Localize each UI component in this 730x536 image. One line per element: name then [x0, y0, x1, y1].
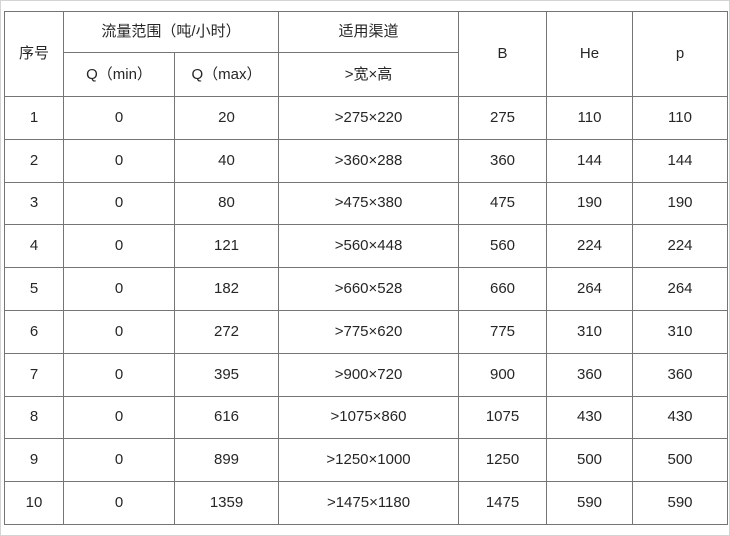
cell-q-min: 0: [63, 309, 175, 354]
cell-b: 475: [458, 181, 548, 226]
cell-q-max: 395: [173, 352, 280, 397]
cell-q-min: 0: [63, 181, 175, 226]
flow-spec-table: 序号 流量范围（吨/小时） 适用渠道 B He p Q（min） Q（max） …: [4, 11, 729, 525]
cell-q-max: 272: [173, 309, 280, 354]
cell-seq: 7: [4, 352, 64, 397]
cell-q-max: 1359: [173, 481, 280, 525]
cell-q-max: 20: [173, 96, 280, 140]
cell-b: 360: [458, 138, 548, 183]
cell-seq: 5: [4, 267, 64, 311]
cell-seq: 10: [4, 481, 64, 525]
cell-seq: 6: [4, 309, 64, 354]
cell-q-min: 0: [63, 138, 175, 183]
cell-seq: 2: [4, 138, 64, 183]
header-q-max: Q（max）: [173, 52, 280, 97]
cell-p: 360: [632, 352, 729, 397]
cell-p: 500: [632, 438, 729, 483]
cell-p: 310: [632, 309, 729, 354]
table-row: 10 0 1359 >1475×1180 1475 590 590: [4, 481, 729, 525]
cell-he: 500: [546, 438, 634, 483]
cell-seq: 9: [4, 438, 64, 483]
cell-q-max: 121: [173, 224, 280, 269]
cell-he: 264: [546, 267, 634, 311]
cell-b: 275: [458, 96, 548, 140]
cell-q-max: 182: [173, 267, 280, 311]
cell-width-height: >660×528: [278, 267, 460, 311]
cell-he: 110: [546, 96, 634, 140]
cell-p: 590: [632, 481, 729, 525]
table-row: 8 0 616 >1075×860 1075 430 430: [4, 395, 729, 440]
header-p: p: [632, 11, 729, 97]
cell-width-height: >475×380: [278, 181, 460, 226]
table-row: 1 0 20 >275×220 275 110 110: [4, 96, 729, 140]
cell-p: 264: [632, 267, 729, 311]
cell-q-min: 0: [63, 96, 175, 140]
cell-he: 360: [546, 352, 634, 397]
header-b: B: [458, 11, 548, 97]
cell-width-height: >900×720: [278, 352, 460, 397]
table-row: 3 0 80 >475×380 475 190 190: [4, 181, 729, 226]
cell-width-height: >775×620: [278, 309, 460, 354]
cell-width-height: >1250×1000: [278, 438, 460, 483]
header-flow-range: 流量范围（吨/小时）: [62, 11, 280, 53]
cell-p: 190: [632, 181, 729, 226]
cell-q-min: 0: [63, 267, 175, 311]
cell-q-min: 0: [63, 481, 175, 525]
cell-q-min: 0: [63, 395, 175, 440]
table-row: 5 0 182 >660×528 660 264 264: [4, 267, 729, 311]
table-row: 7 0 395 >900×720 900 360 360: [4, 352, 729, 397]
cell-seq: 1: [4, 96, 64, 140]
cell-b: 1250: [458, 438, 548, 483]
header-channel: 适用渠道: [278, 11, 460, 53]
cell-q-min: 0: [63, 438, 175, 483]
header-width-height: >宽×高: [278, 52, 460, 97]
table-header: 序号 流量范围（吨/小时） 适用渠道 B He p Q（min） Q（max） …: [4, 11, 729, 97]
cell-q-max: 899: [173, 438, 280, 483]
table-body: 1 0 20 >275×220 275 110 110 2 0 40 >360×…: [4, 96, 729, 525]
cell-seq: 8: [4, 395, 64, 440]
cell-width-height: >360×288: [278, 138, 460, 183]
header-q-min: Q（min）: [63, 52, 175, 97]
cell-he: 590: [546, 481, 634, 525]
table-row: 6 0 272 >775×620 775 310 310: [4, 309, 729, 354]
cell-he: 224: [546, 224, 634, 269]
table-row: 2 0 40 >360×288 360 144 144: [4, 138, 729, 183]
cell-p: 430: [632, 395, 729, 440]
cell-b: 775: [458, 309, 548, 354]
cell-q-max: 616: [173, 395, 280, 440]
cell-b: 1475: [458, 481, 548, 525]
cell-b: 660: [458, 267, 548, 311]
cell-p: 110: [632, 96, 729, 140]
cell-q-min: 0: [63, 224, 175, 269]
cell-width-height: >560×448: [278, 224, 460, 269]
cell-seq: 3: [4, 181, 64, 226]
cell-q-min: 0: [63, 352, 175, 397]
cell-b: 900: [458, 352, 548, 397]
header-seq: 序号: [4, 11, 64, 97]
table-row: 9 0 899 >1250×1000 1250 500 500: [4, 438, 729, 483]
cell-width-height: >1075×860: [278, 395, 460, 440]
cell-p: 144: [632, 138, 729, 183]
cell-he: 310: [546, 309, 634, 354]
cell-q-max: 80: [173, 181, 280, 226]
cell-width-height: >1475×1180: [278, 481, 460, 525]
cell-b: 560: [458, 224, 548, 269]
header-he: He: [546, 11, 634, 97]
table-row: 4 0 121 >560×448 560 224 224: [4, 224, 729, 269]
cell-he: 430: [546, 395, 634, 440]
cell-he: 144: [546, 138, 634, 183]
cell-p: 224: [632, 224, 729, 269]
cell-b: 1075: [458, 395, 548, 440]
cell-he: 190: [546, 181, 634, 226]
cell-width-height: >275×220: [278, 96, 460, 140]
cell-seq: 4: [4, 224, 64, 269]
cell-q-max: 40: [173, 138, 280, 183]
